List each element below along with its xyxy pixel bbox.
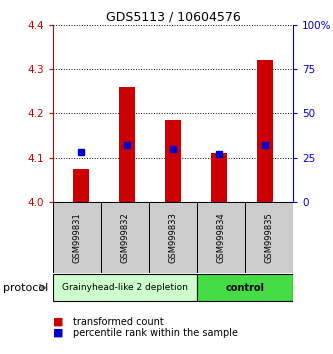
Title: GDS5113 / 10604576: GDS5113 / 10604576 — [106, 11, 240, 24]
Text: percentile rank within the sample: percentile rank within the sample — [73, 328, 238, 338]
Bar — [245, 202, 293, 273]
Bar — [211, 153, 227, 202]
Text: GSM999833: GSM999833 — [168, 212, 178, 263]
Bar — [53, 274, 197, 301]
Bar — [101, 202, 149, 273]
Bar — [73, 169, 89, 202]
Text: protocol: protocol — [3, 282, 49, 293]
Text: Grainyhead-like 2 depletion: Grainyhead-like 2 depletion — [62, 283, 188, 292]
Bar — [197, 274, 293, 301]
Bar — [197, 202, 245, 273]
Text: GSM999835: GSM999835 — [264, 212, 274, 263]
Text: GSM999834: GSM999834 — [216, 212, 226, 263]
Text: transformed count: transformed count — [73, 317, 164, 327]
Text: control: control — [225, 282, 265, 293]
Bar — [149, 202, 197, 273]
Bar — [53, 202, 101, 273]
Bar — [119, 87, 135, 202]
Text: GSM999831: GSM999831 — [73, 212, 82, 263]
Text: ■: ■ — [53, 328, 64, 338]
Bar — [165, 120, 181, 202]
Text: GSM999832: GSM999832 — [121, 212, 130, 263]
Bar — [257, 60, 273, 202]
Text: ■: ■ — [53, 317, 64, 327]
